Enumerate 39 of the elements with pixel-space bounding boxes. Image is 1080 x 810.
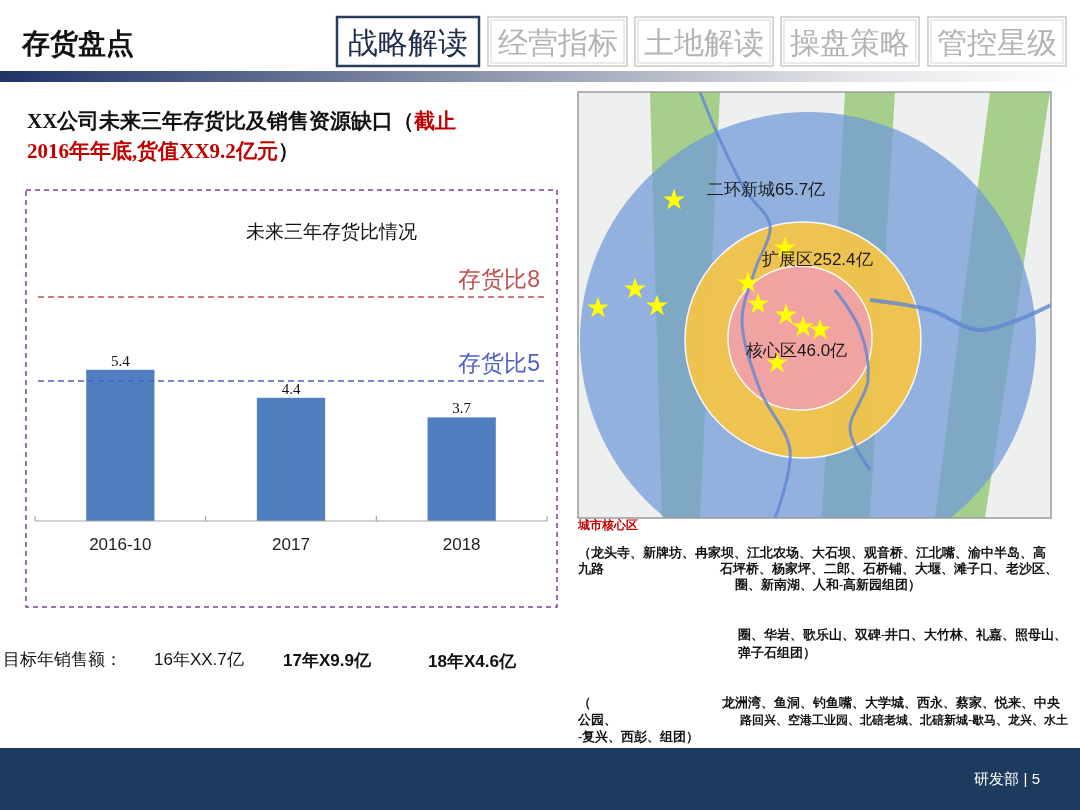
data-label: 5.4 (110, 352, 131, 369)
text: -复兴、西彭、组团） (578, 729, 700, 744)
text: 2016年年底,货值XX9.2亿元 (27, 139, 278, 163)
text: 公园、 (577, 713, 617, 727)
x-tick-label: 2018 (442, 535, 481, 554)
text: 九路 (577, 562, 604, 576)
x-tick-label: 2016-10 (89, 535, 152, 554)
text: 战略解读 (348, 25, 468, 59)
chart-title: 未来三年存货比情况 (245, 221, 417, 242)
text: 核心区46.0亿 (745, 341, 848, 360)
text: 路回兴、空港工业园、北碚老城、北碚新城-歇马、龙兴、水土 (739, 713, 1068, 727)
text: ） (277, 139, 299, 163)
text: 16年XX.7亿 (154, 650, 244, 669)
text: 截止 (413, 109, 457, 133)
text: 操盘策略 (790, 25, 910, 59)
text: 管控星级 (937, 25, 1057, 59)
text: 圈、新南湖、人和-高新园组团） (735, 577, 922, 592)
text: 二环新城65.7亿 (707, 180, 826, 199)
text: XX公司未来三年存货比及销售资源缺口（ (27, 109, 415, 133)
text: 存货盘点 (21, 28, 134, 59)
text: 土地解读 (644, 25, 764, 59)
text: 圈、华岩、歌乐山、双碑-井口、大竹林、礼嘉、照母山、 (738, 627, 1068, 642)
text: 弹子石组团） (738, 645, 816, 660)
ref-line-label: 存货比5 (458, 350, 540, 376)
text: 18年X4.6亿 (428, 652, 517, 671)
data-label: 3.7 (452, 400, 472, 417)
text: 龙洲湾、鱼洞、钓鱼嘴、大学城、西永、蔡家、悦来、中央 (721, 695, 1061, 710)
text: 经营指标 (497, 25, 618, 59)
text: 城市核心区 (577, 518, 638, 532)
text: （龙头寺、新牌坊、冉家坝、江北农场、大石坝、观音桥、江北嘴、渝中半岛、高 (578, 545, 1046, 560)
data-label: 4.4 (281, 380, 301, 397)
text: 目标年销售额： (3, 650, 122, 669)
x-tick-label: 2017 (272, 535, 310, 554)
text: 扩展区252.4亿 (762, 250, 873, 269)
text: （ (578, 696, 591, 710)
text: 17年X9.9亿 (283, 651, 372, 670)
text: 研发部 | 5 (974, 770, 1040, 787)
text: 石坪桥、杨家坪、二郎、石桥铺、大堰、滩子口、老沙区、 (719, 561, 1058, 576)
ref-line-label: 存货比8 (458, 266, 540, 292)
